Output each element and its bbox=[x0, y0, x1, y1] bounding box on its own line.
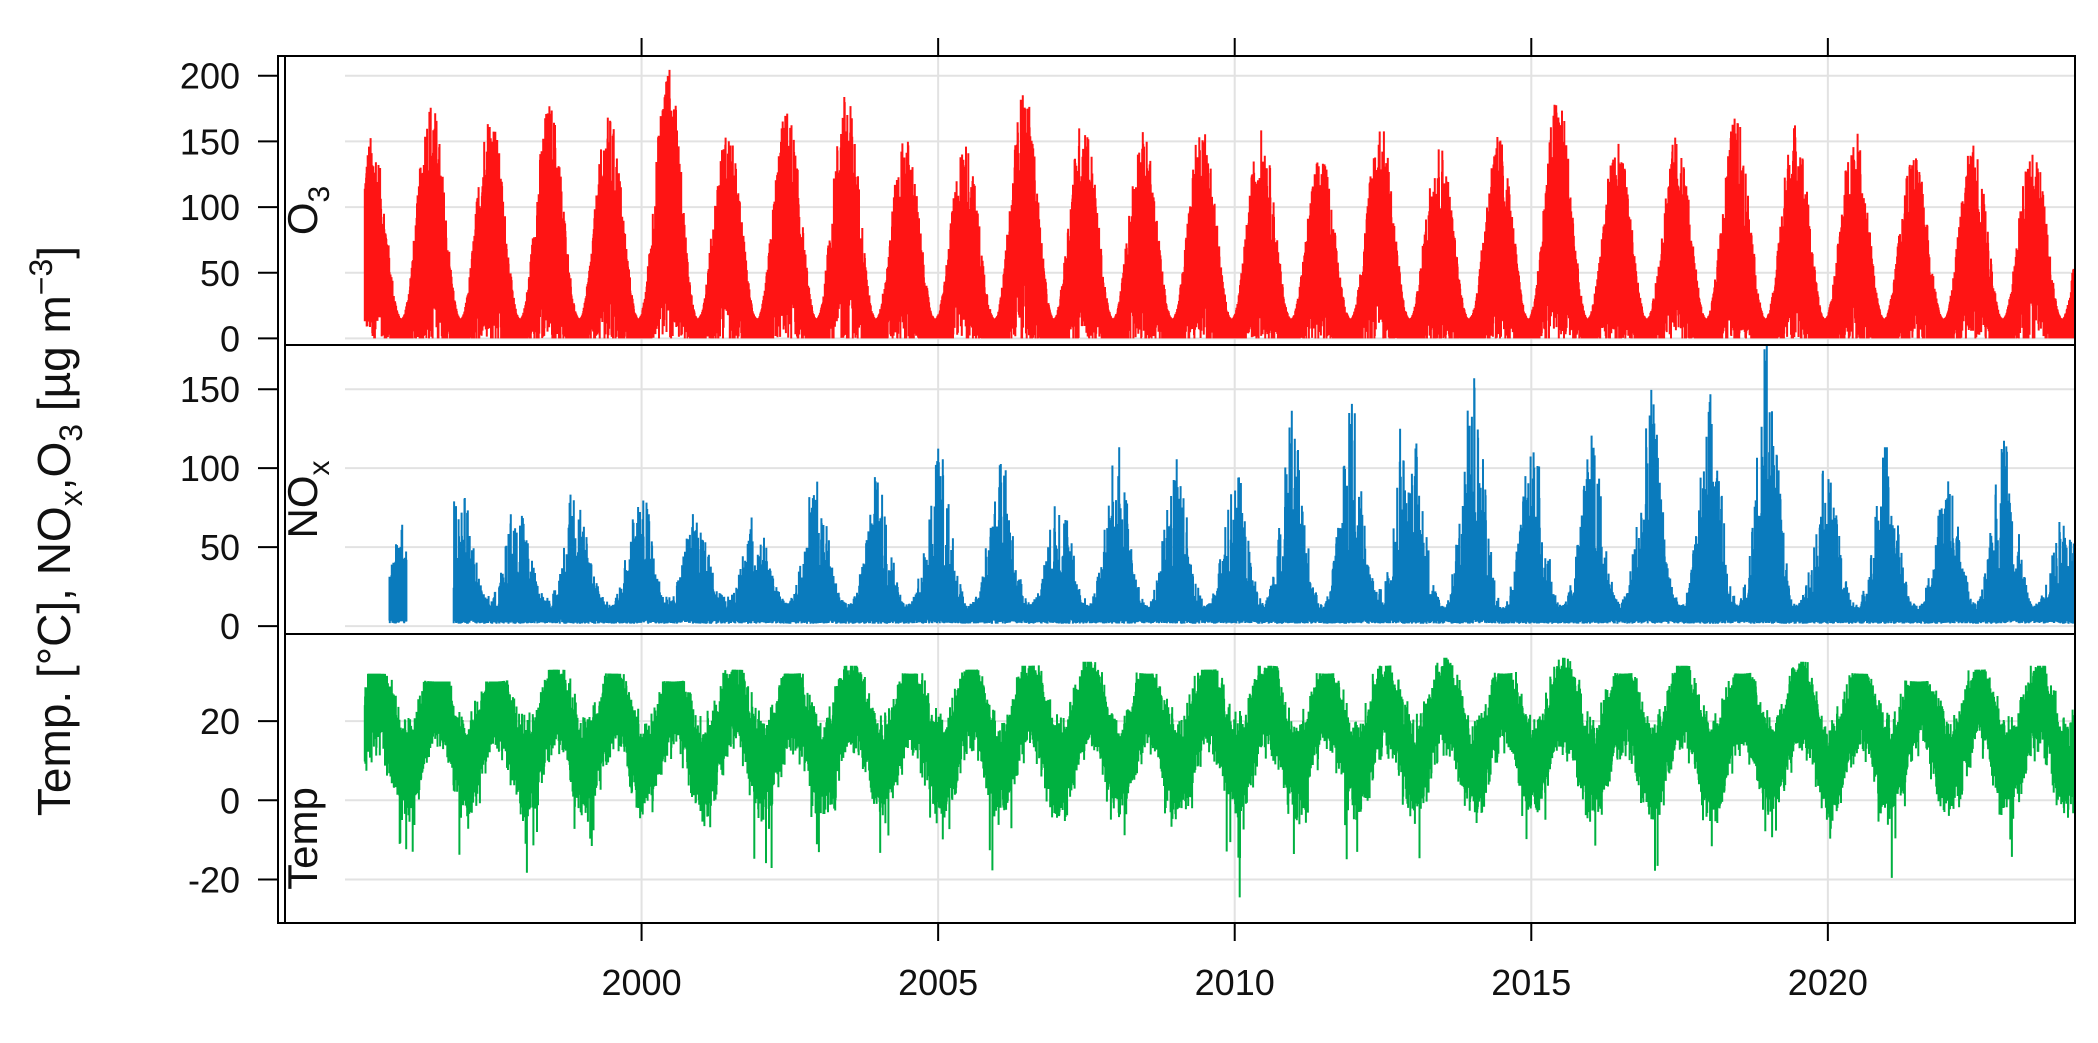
strip-label-main: Temp bbox=[279, 787, 326, 890]
y-tick-label: 20 bbox=[200, 701, 240, 742]
y-tick-label: 0 bbox=[220, 606, 240, 647]
series-path-nox bbox=[388, 345, 2076, 624]
strip-label-sub: 3 bbox=[303, 186, 336, 203]
y-axis-title-sub-x: x bbox=[53, 490, 89, 506]
y-axis-title-unit: [µg m bbox=[28, 295, 80, 424]
strip-label-main: NO bbox=[279, 476, 326, 539]
series-o3 bbox=[363, 69, 2076, 339]
x-tick-label: 2015 bbox=[1491, 962, 1571, 1003]
y-tick-label: 150 bbox=[180, 121, 240, 162]
x-tick-label: 2000 bbox=[602, 962, 682, 1003]
x-tick-label: 2005 bbox=[898, 962, 978, 1003]
strip-label-main: O bbox=[279, 203, 326, 236]
y-axis-title-sub-3: 3 bbox=[53, 424, 89, 442]
y-tick-label: 0 bbox=[220, 780, 240, 821]
y-axis-title-main: Temp. [°C], NO bbox=[28, 506, 80, 816]
y-tick-label: 150 bbox=[180, 369, 240, 410]
strip-label-o3: O3 bbox=[279, 186, 336, 235]
y-ticks-o3: 0 50 100 150 200 bbox=[180, 56, 278, 359]
strip-label-sub: x bbox=[303, 461, 336, 476]
series-path-temp bbox=[363, 657, 2076, 898]
series-temp bbox=[363, 657, 2076, 898]
y-axis-title-close: ] bbox=[28, 246, 80, 259]
x-axis: 2000 2005 2010 2015 2020 bbox=[602, 38, 1868, 1003]
panels: O3 0 50 100 150 200 NOx 0 50 100 150 Temp -20 0 20 bbox=[180, 55, 2076, 924]
svg-text:Temp. [°C], NOx,O3 [µg m−3]: Temp. [°C], NOx,O3 [µg m−3] bbox=[23, 246, 89, 816]
y-tick-label: 200 bbox=[180, 56, 240, 97]
strip-label-temp: Temp bbox=[279, 787, 326, 890]
series-nox bbox=[388, 345, 2076, 624]
axis-frame bbox=[277, 55, 2076, 924]
panel-temp: Temp -20 0 20 bbox=[188, 633, 2076, 924]
y-tick-label: 100 bbox=[180, 187, 240, 228]
strip-label-nox: NOx bbox=[279, 461, 336, 539]
y-tick-label: 50 bbox=[200, 527, 240, 568]
series-path-o3 bbox=[363, 69, 2076, 339]
y-ticks-temp: -20 0 20 bbox=[188, 701, 278, 900]
y-axis-title-exp: −3 bbox=[23, 259, 59, 295]
x-tick-label: 2020 bbox=[1788, 962, 1868, 1003]
x-tick-label: 2010 bbox=[1195, 962, 1275, 1003]
y-axis-title: Temp. [°C], NOx,O3 [µg m−3] bbox=[23, 246, 89, 816]
y-tick-label: 0 bbox=[220, 318, 240, 359]
y-tick-label: 100 bbox=[180, 448, 240, 489]
panel-nox: NOx 0 50 100 150 bbox=[180, 344, 2076, 647]
y-tick-label: -20 bbox=[188, 859, 240, 900]
y-axis-title-o3: ,O bbox=[28, 442, 80, 491]
y-ticks-nox: 0 50 100 150 bbox=[180, 369, 278, 647]
panel-o3: O3 0 50 100 150 200 bbox=[180, 55, 2076, 359]
y-tick-label: 50 bbox=[200, 253, 240, 294]
